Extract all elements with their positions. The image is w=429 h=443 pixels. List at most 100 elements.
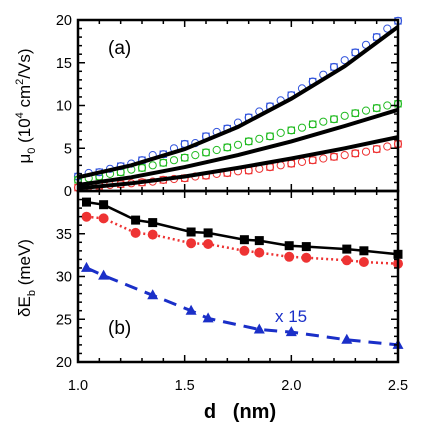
mobility-point xyxy=(212,145,221,155)
circle-marker xyxy=(301,252,312,263)
circle-marker xyxy=(341,255,352,266)
mobility-point xyxy=(351,149,360,158)
mobility-point xyxy=(223,143,232,152)
fit-curve xyxy=(77,107,399,187)
y-tick-label: 30 xyxy=(56,270,72,286)
mobility-point xyxy=(233,140,243,149)
square-marker xyxy=(131,215,141,225)
mobility-point-square xyxy=(373,104,381,112)
mobility-point-square xyxy=(351,109,360,117)
panel-b-data xyxy=(81,197,404,349)
mobility-point xyxy=(340,151,349,160)
mobility-point-square xyxy=(223,143,232,152)
mobility-point xyxy=(287,159,296,168)
circle-marker xyxy=(358,257,369,267)
triangle-marker xyxy=(147,289,159,300)
mobility-point-square xyxy=(309,120,317,128)
square-marker xyxy=(342,244,352,254)
mobility-point xyxy=(361,147,371,156)
mobility-point-square xyxy=(330,115,338,123)
mobility-point xyxy=(180,153,189,162)
mobility-point xyxy=(308,156,317,165)
y-tick-label: 20 xyxy=(56,13,72,29)
scale-annotation: x 15 xyxy=(275,307,307,326)
mobility-point xyxy=(383,101,392,110)
mobility-point xyxy=(329,115,339,124)
mobility-point xyxy=(297,157,307,166)
mobility-point-square xyxy=(330,153,338,161)
panel-b-label: (b) xyxy=(108,318,131,339)
mobility-point-square xyxy=(245,137,253,146)
circle-marker xyxy=(130,227,141,238)
y-tick-label: 0 xyxy=(64,184,72,200)
mobility-point-square xyxy=(373,145,381,153)
mobility-point-square xyxy=(159,159,168,167)
circle-marker xyxy=(284,251,295,262)
x-tick-label: 1.0 xyxy=(68,378,88,394)
panel-b-ticks: 20 25 30 35 1.0 1.5 2.0 2.5 xyxy=(56,190,408,394)
mobility-point-square xyxy=(330,63,338,71)
circle-marker xyxy=(203,239,214,249)
y-tick-label: 10 xyxy=(56,99,72,115)
x-tick-label: 2.5 xyxy=(388,378,408,394)
mobility-point-square xyxy=(351,48,360,57)
mobility-point xyxy=(361,106,371,115)
mobility-point xyxy=(319,154,328,163)
triangle-marker xyxy=(202,312,214,323)
mobility-point xyxy=(148,161,157,170)
triangle-marker xyxy=(98,269,110,280)
square-marker xyxy=(82,197,91,207)
mobility-point xyxy=(372,145,381,154)
y-tick-label: 25 xyxy=(56,312,72,328)
square-marker xyxy=(359,246,369,256)
mobility-point xyxy=(383,142,392,151)
x-tick-label: 2.0 xyxy=(281,378,301,394)
mobility-point xyxy=(201,148,211,157)
circle-marker xyxy=(254,247,265,258)
panel-a-label: (a) xyxy=(108,38,131,59)
square-marker xyxy=(284,241,294,251)
mobility-point xyxy=(287,126,296,135)
panel-a-ylabel: μ0 (104 cm2/Vs) xyxy=(14,48,38,163)
triangle-marker xyxy=(81,261,92,272)
circle-marker xyxy=(147,229,158,240)
triangle-marker xyxy=(285,326,297,337)
square-marker xyxy=(203,228,213,238)
circle-marker xyxy=(239,245,250,256)
y-tick-label: 5 xyxy=(64,141,72,157)
square-marker xyxy=(186,227,196,237)
x-axis-label: d (nm) xyxy=(204,401,276,423)
circle-marker xyxy=(98,213,109,224)
x-tick-label: 1.5 xyxy=(175,378,195,394)
mobility-point xyxy=(340,111,349,120)
mobility-point xyxy=(244,137,253,146)
mobility-point-square xyxy=(138,164,146,172)
mobility-point-square xyxy=(351,149,360,158)
mobility-point xyxy=(191,151,200,160)
fit-curve xyxy=(77,25,400,180)
triangle-marker xyxy=(341,333,353,344)
mobility-point-square xyxy=(181,154,189,162)
mobility-point-square xyxy=(309,156,317,164)
mobility-point xyxy=(265,132,275,141)
series-line xyxy=(85,266,399,347)
square-marker xyxy=(239,235,249,245)
panel-a: 0 5 10 15 20 (a) μ0 (104 cm2/Vs) xyxy=(14,13,403,200)
triangle-marker xyxy=(185,304,197,315)
square-marker xyxy=(99,200,109,210)
mobility-point-square xyxy=(202,148,210,157)
mobility-point xyxy=(159,158,168,167)
y-tick-label: 15 xyxy=(56,56,72,72)
mobility-point xyxy=(329,152,339,161)
mobility-point-square xyxy=(266,132,274,141)
mobility-point xyxy=(383,24,392,33)
mobility-point xyxy=(372,104,381,113)
square-marker xyxy=(148,218,158,228)
circle-marker xyxy=(186,238,197,249)
mobility-point xyxy=(319,117,328,126)
fit-curve xyxy=(77,135,399,191)
square-marker xyxy=(254,236,264,246)
mobility-point xyxy=(297,123,307,132)
